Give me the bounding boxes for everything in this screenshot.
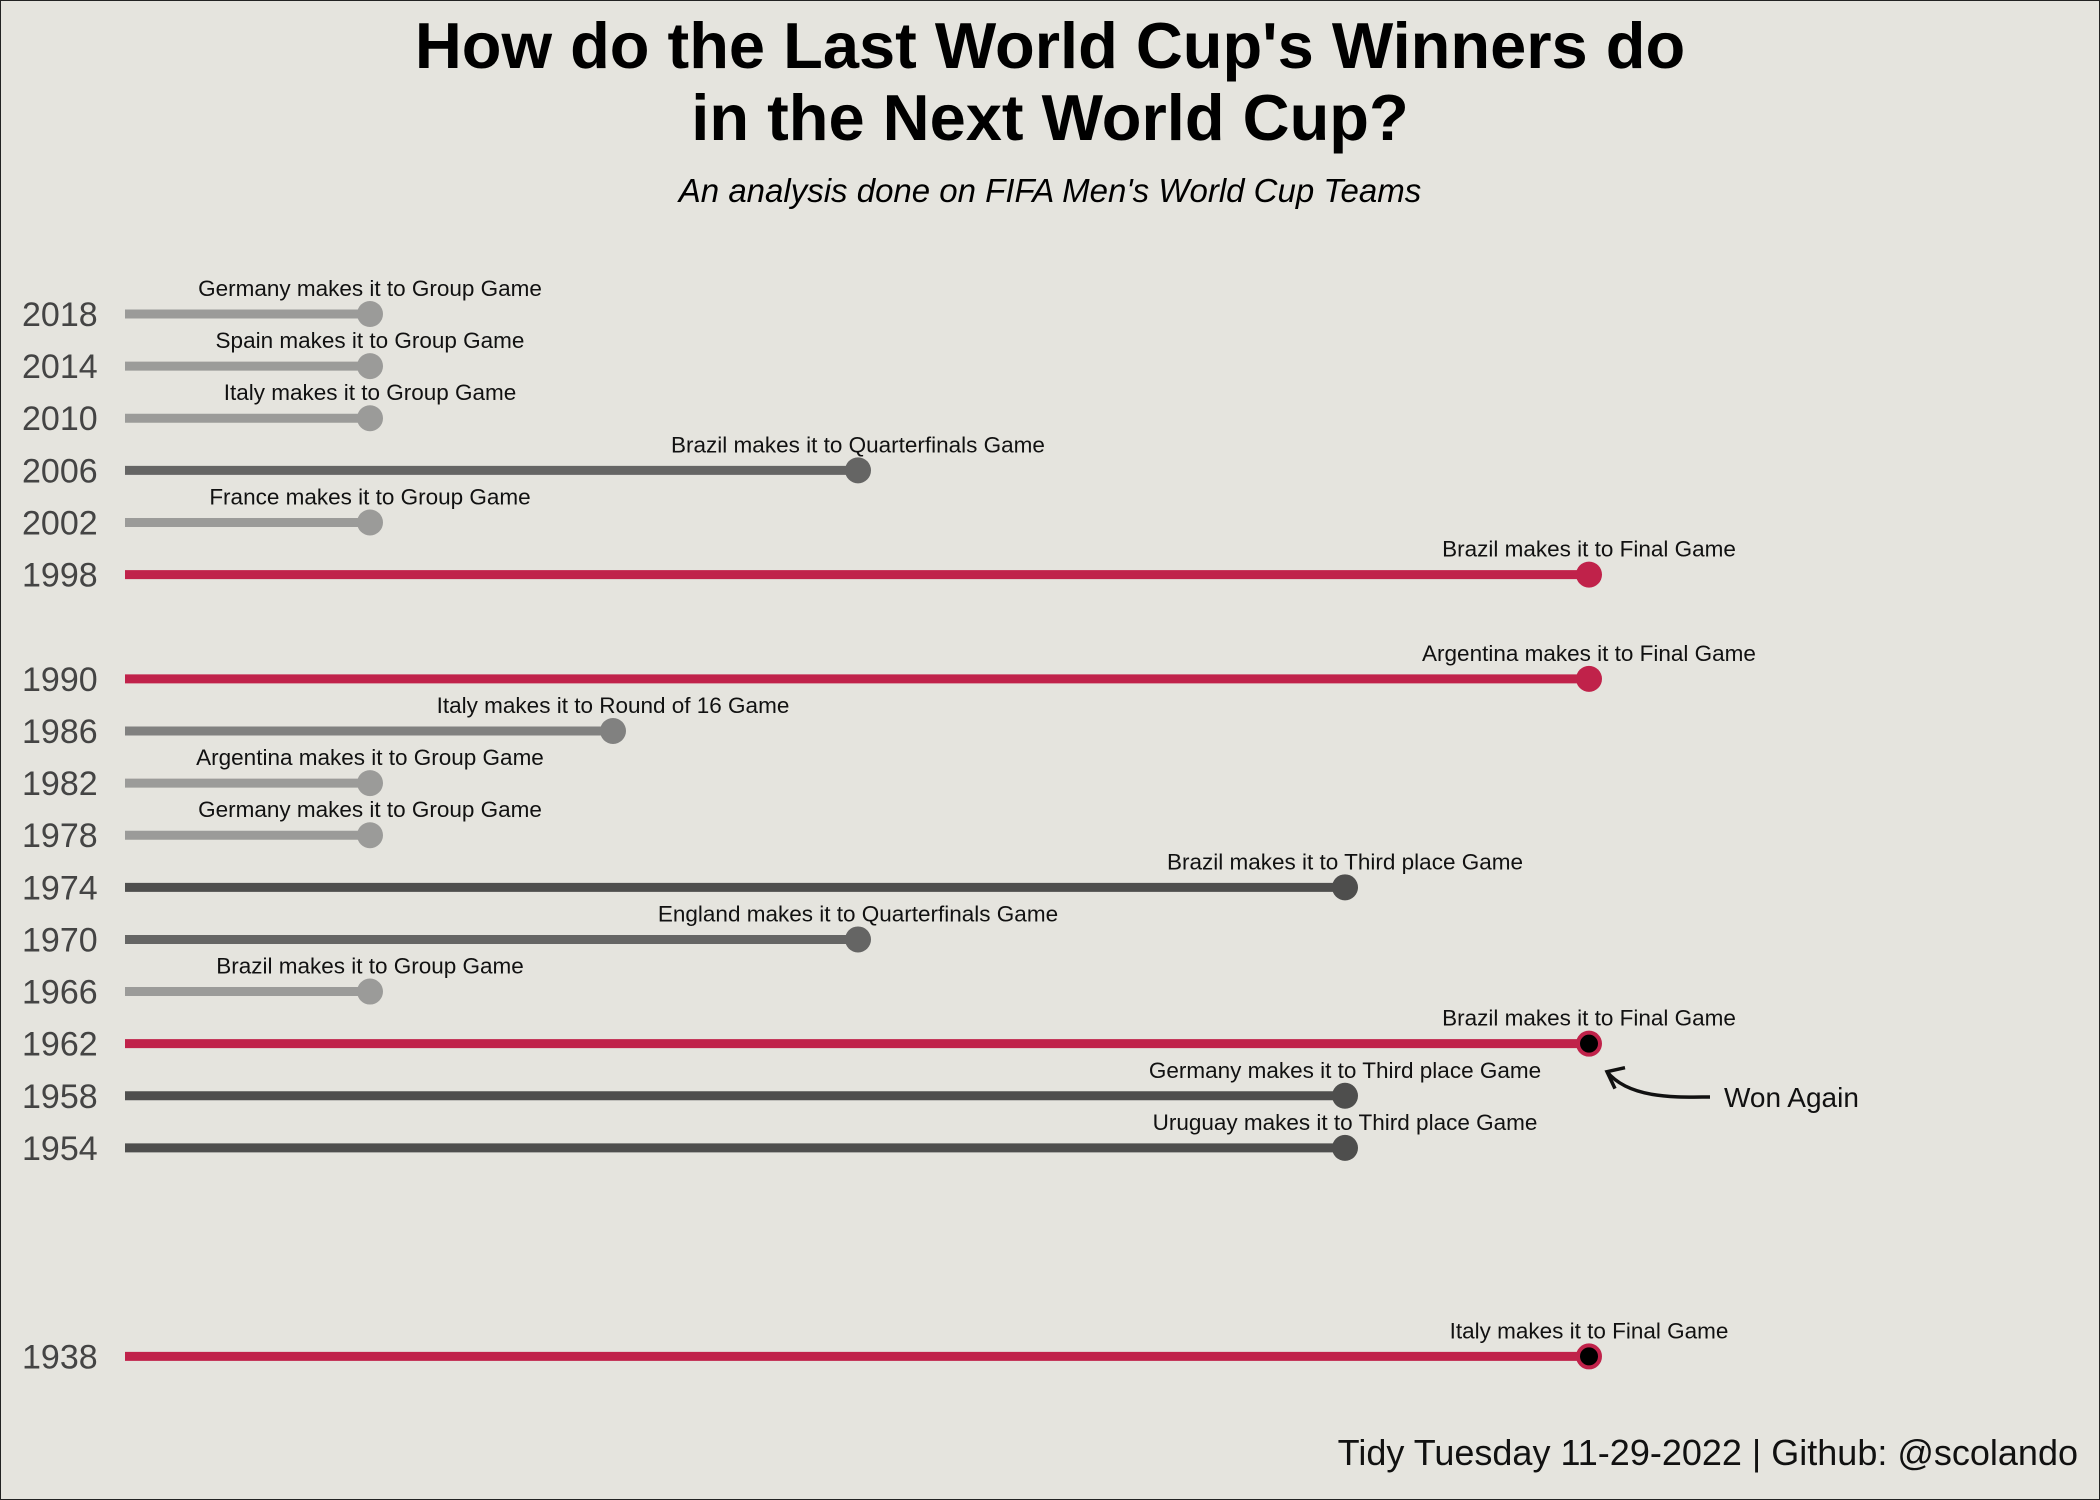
year-label-2014: 2014	[22, 348, 98, 386]
won-again-dot-1938	[1576, 1343, 1602, 1370]
point-label-2002: France makes it to Group Game	[209, 484, 530, 509]
dot-1954	[1332, 1134, 1358, 1161]
dot-1958	[1332, 1082, 1358, 1109]
dot-1966	[357, 978, 383, 1005]
dot-2014	[357, 353, 383, 380]
annotation-text: Won Again	[1724, 1082, 1859, 1113]
year-label-2018: 2018	[22, 296, 98, 334]
row-1982: 1982 Argentina makes it to Group Game	[22, 745, 544, 803]
year-label-2010: 2010	[22, 400, 98, 438]
point-label-2006: Brazil makes it to Quarterfinals Game	[671, 432, 1045, 457]
point-label-2014: Spain makes it to Group Game	[216, 328, 525, 353]
year-label-1986: 1986	[22, 713, 98, 751]
annotation-arrow	[1605, 1070, 1711, 1099]
year-label-2002: 2002	[22, 504, 98, 542]
point-label-1982: Argentina makes it to Group Game	[196, 745, 544, 770]
dot-1970	[845, 926, 871, 953]
annotation: Won Again	[1604, 1065, 1859, 1113]
point-label-1986: Italy makes it to Round of 16 Game	[437, 693, 790, 718]
row-2018: 2018 Germany makes it to Group Game	[22, 276, 542, 334]
dot-1978	[357, 822, 383, 849]
won-again-dot-1962	[1576, 1030, 1602, 1057]
point-label-1978: Germany makes it to Group Game	[198, 797, 542, 822]
row-1978: 1978 Germany makes it to Group Game	[22, 797, 542, 855]
title-line-1: How do the Last World Cup's Winners do	[414, 9, 1686, 82]
row-1962: 1962 Brazil makes it to Final Game	[22, 1006, 1736, 1064]
row-2014: 2014 Spain makes it to Group Game	[22, 328, 524, 386]
point-label-1966: Brazil makes it to Group Game	[216, 954, 524, 979]
dot-1974	[1332, 874, 1358, 901]
dot-1990	[1576, 665, 1602, 692]
row-1938: 1938 Italy makes it to Final Game	[22, 1318, 1728, 1376]
dot-1982	[357, 770, 383, 797]
row-2010: 2010 Italy makes it to Group Game	[22, 380, 516, 438]
year-label-2006: 2006	[22, 452, 98, 490]
dot-2018	[357, 301, 383, 327]
chart-title: How do the Last World Cup's Winners do i…	[0, 10, 2100, 154]
point-label-1958: Germany makes it to Third place Game	[1149, 1058, 1541, 1083]
chart-caption: Tidy Tuesday 11-29-2022 | Github: @scola…	[1337, 1432, 2078, 1473]
year-label-1958: 1958	[22, 1078, 98, 1116]
point-label-1990: Argentina makes it to Final Game	[1422, 641, 1756, 666]
year-label-1974: 1974	[22, 869, 98, 907]
year-label-1982: 1982	[22, 765, 98, 803]
year-label-1962: 1962	[22, 1026, 98, 1064]
row-2006: 2006 Brazil makes it to Quarterfinals Gam…	[22, 432, 1045, 490]
dot-2002	[357, 509, 383, 536]
annotation-arrowhead	[1604, 1065, 1626, 1090]
title-line-2: in the Next World Cup?	[691, 81, 1409, 154]
row-1954: 1954 Uruguay makes it to Third place Game	[22, 1110, 1537, 1168]
year-label-1954: 1954	[22, 1130, 98, 1168]
year-label-1938: 1938	[22, 1338, 98, 1376]
dot-2006	[845, 457, 871, 484]
point-label-1962: Brazil makes it to Final Game	[1442, 1006, 1736, 1031]
chart-subtitle: An analysis done on FIFA Men's World Cup…	[678, 172, 1422, 209]
row-1970: 1970 England makes it to Quarterfinals Ga…	[22, 901, 1058, 959]
year-label-1998: 1998	[22, 557, 98, 595]
row-1974: 1974 Brazil makes it to Third place Game	[22, 849, 1523, 907]
point-label-1938: Italy makes it to Final Game	[1450, 1318, 1729, 1343]
point-label-1970: England makes it to Quarterfinals Game	[658, 901, 1058, 926]
row-1998: 1998 Brazil makes it to Final Game	[22, 537, 1736, 595]
row-1986: 1986 Italy makes it to Round of 16 Game	[22, 693, 789, 751]
point-label-2010: Italy makes it to Group Game	[224, 380, 517, 405]
dot-1998	[1576, 561, 1602, 588]
dot-1986	[600, 717, 626, 744]
row-2002: 2002 France makes it to Group Game	[22, 484, 531, 542]
row-1958: 1958 Germany makes it to Third place Game	[22, 1058, 1541, 1116]
row-1990: 1990 Argentina makes it to Final Game	[22, 641, 1756, 699]
row-1966: 1966 Brazil makes it to Group Game	[22, 954, 524, 1012]
dot-2010	[357, 405, 383, 432]
point-label-1974: Brazil makes it to Third place Game	[1167, 849, 1523, 874]
year-label-1970: 1970	[22, 921, 98, 959]
chart-rows: 2018 Germany makes it to Group Game 2014 Sp…	[22, 276, 1756, 1376]
year-label-1978: 1978	[22, 817, 98, 855]
year-label-1966: 1966	[22, 974, 98, 1012]
year-label-1990: 1990	[22, 661, 98, 699]
point-label-1954: Uruguay makes it to Third place Game	[1153, 1110, 1538, 1135]
point-label-2018: Germany makes it to Group Game	[198, 276, 542, 301]
point-label-1998: Brazil makes it to Final Game	[1442, 537, 1736, 562]
